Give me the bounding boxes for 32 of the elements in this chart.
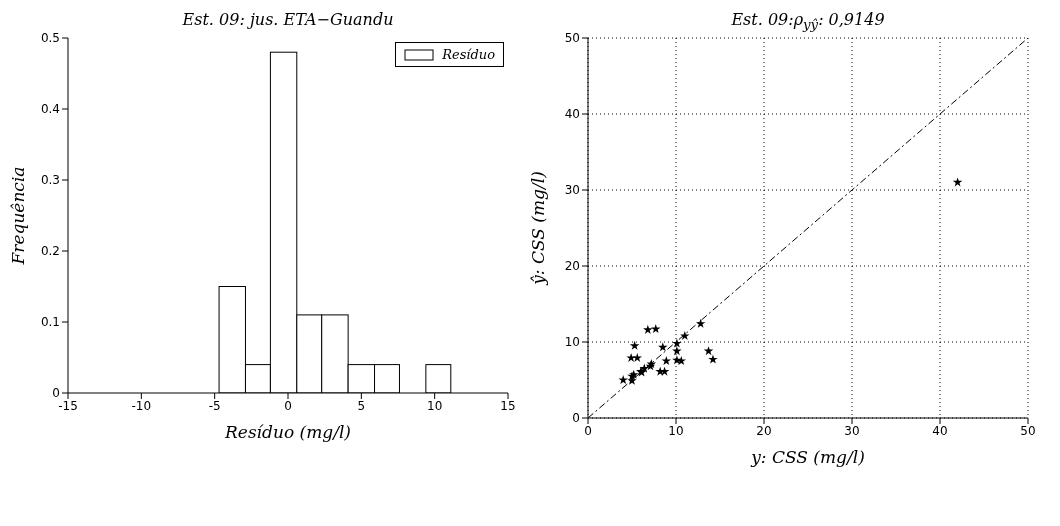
y-tick-label: 0.4 bbox=[40, 102, 60, 117]
y-tick-label: 0.3 bbox=[40, 173, 60, 188]
x-tick-label: 10 bbox=[668, 423, 684, 438]
x-tick-label: 0 bbox=[284, 398, 292, 413]
y-axis-title: Frequência bbox=[8, 166, 29, 266]
y-tick-label: 40 bbox=[564, 107, 580, 122]
x-tick-label: 15 bbox=[500, 398, 516, 413]
y-tick-label: 0 bbox=[52, 386, 60, 401]
y-axis-title: ŷ: CSS (mg/l) bbox=[528, 171, 549, 286]
x-tick-label: 0 bbox=[584, 423, 592, 438]
y-tick-label: 0 bbox=[572, 411, 580, 426]
y-tick-label: 30 bbox=[564, 183, 580, 198]
x-tick-label: 5 bbox=[357, 398, 366, 413]
y-tick-label: 50 bbox=[564, 31, 580, 46]
x-tick-label: 40 bbox=[932, 423, 948, 438]
x-tick-label: 30 bbox=[844, 423, 860, 438]
y-tick-label: 20 bbox=[564, 259, 580, 274]
x-tick-label: -10 bbox=[131, 398, 152, 413]
x-tick-label: -5 bbox=[208, 398, 221, 413]
chart-title: Est. 09: jus. ETA−Guandu bbox=[181, 10, 395, 29]
x-axis-title: Resíduo (mg/l) bbox=[224, 422, 351, 442]
x-tick-label: -15 bbox=[58, 398, 78, 413]
y-tick-label: 0.1 bbox=[40, 315, 60, 330]
x-tick-label: 50 bbox=[1020, 423, 1036, 438]
chart-title: Est. 09:ρ$_{yŷ}$: 0,9149 bbox=[730, 10, 886, 33]
y-tick-label: 0.5 bbox=[40, 31, 60, 46]
x-tick-label: 20 bbox=[756, 423, 772, 438]
legend-label: Resíduo bbox=[442, 47, 495, 62]
y-tick-label: 0.2 bbox=[40, 244, 60, 259]
x-tick-label: 10 bbox=[427, 398, 443, 413]
y-tick-label: 10 bbox=[564, 335, 580, 350]
x-axis-title: y: CSS (mg/l) bbox=[750, 447, 865, 467]
